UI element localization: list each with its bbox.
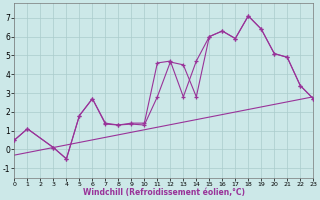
X-axis label: Windchill (Refroidissement éolien,°C): Windchill (Refroidissement éolien,°C) [83, 188, 245, 197]
